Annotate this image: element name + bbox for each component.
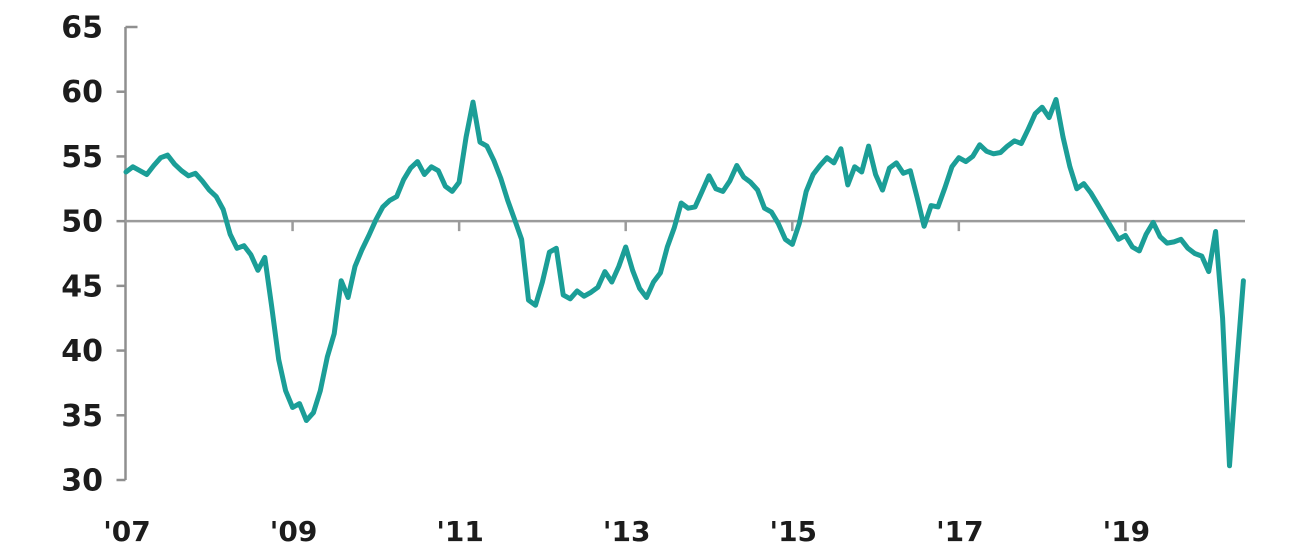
x-tick-label: '17 (936, 515, 984, 548)
y-tick-label: 40 (61, 334, 103, 369)
y-tick-label: 50 (61, 205, 103, 240)
y-tick-label: 55 (61, 140, 103, 175)
y-tick-label: 65 (61, 11, 103, 46)
y-tick-label: 45 (61, 269, 103, 304)
x-tick-label: '07 (103, 515, 151, 548)
data-series-line (123, 97, 1246, 469)
x-tick-label: '19 (1103, 515, 1151, 548)
x-tick-label: '11 (436, 515, 484, 548)
x-tick-label: '15 (770, 515, 818, 548)
x-tick-label: '09 (270, 515, 318, 548)
y-tick-label: 60 (61, 75, 103, 110)
y-tick-label: 35 (61, 399, 103, 434)
x-axis-ticks (291, 221, 1127, 232)
x-axis-labels: '07 '09 '11 '13 '15 '17 '19 (103, 515, 1150, 548)
y-axis-labels: 65 60 55 50 45 40 35 30 (61, 11, 103, 499)
y-tick-label: 30 (61, 464, 103, 499)
y-axis (116, 25, 138, 482)
x-tick-label: '13 (603, 515, 651, 548)
